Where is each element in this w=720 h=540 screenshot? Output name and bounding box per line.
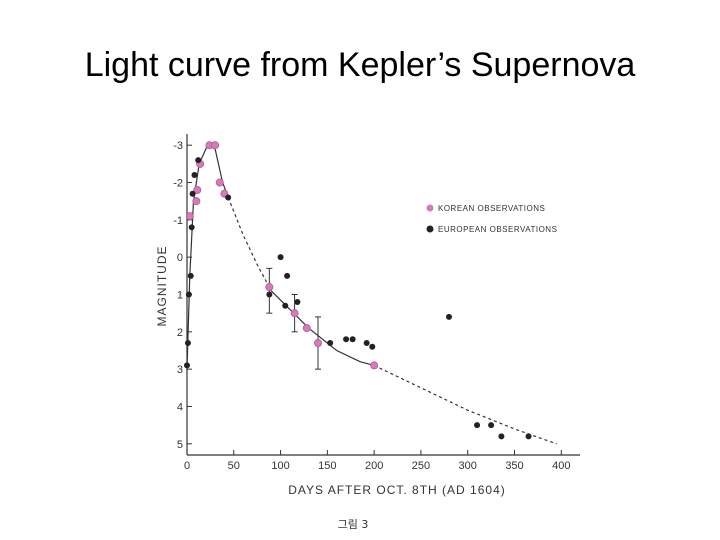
- european-observation-point: [498, 433, 505, 440]
- legend-marker-korean: [426, 204, 434, 212]
- european-observation-point: [277, 254, 284, 261]
- y-tick-label: 5: [177, 439, 183, 451]
- korean-observation-point: [193, 185, 202, 194]
- european-observation-point: [525, 433, 532, 440]
- x-tick-label: 200: [365, 460, 383, 472]
- y-tick-label: -3: [173, 140, 183, 152]
- european-observation-point: [369, 343, 376, 350]
- european-observation-point: [184, 340, 191, 347]
- x-tick-label: 300: [459, 460, 477, 472]
- y-tick-label: 0: [177, 252, 183, 264]
- x-tick-label: 400: [552, 460, 570, 472]
- x-tick-label: 350: [505, 460, 523, 472]
- european-observation-point: [294, 298, 301, 305]
- legend: KOREAN OBSERVATIONS EUROPEAN OBSERVATION…: [426, 204, 557, 234]
- european-observation-point: [189, 190, 196, 197]
- european-observation-point: [282, 302, 289, 309]
- x-tick-label: 250: [412, 460, 430, 472]
- european-observation-point: [327, 340, 334, 347]
- european-observation-point: [188, 224, 195, 231]
- x-tick-label: 100: [271, 460, 289, 472]
- european-observation-point: [488, 422, 495, 429]
- european-observation-point: [185, 291, 192, 298]
- european-observation-point: [225, 194, 232, 201]
- y-tick-label: -1: [173, 215, 183, 227]
- figure-caption: 그림 3: [338, 518, 369, 531]
- korean-observation-point: [313, 339, 322, 348]
- european-observation-point: [349, 336, 356, 343]
- european-observation-point: [195, 157, 202, 164]
- x-tick-label: 150: [318, 460, 336, 472]
- legend-label-european: EUROPEAN OBSERVATIONS: [438, 225, 557, 234]
- light-curve-chart: 0 50 100 150 200 250 300 350 400 -3 -2 -1 0 1 2 3 4 5 KOR…: [155, 134, 580, 531]
- y-tick-label: 1: [177, 290, 183, 302]
- slide-title: Light curve from Kepler’s Supernova: [84, 46, 636, 84]
- korean-observation-point: [265, 283, 274, 292]
- y-axis-label: MAGNITUDE: [155, 246, 169, 327]
- european-observation-point: [184, 362, 190, 369]
- x-axis-label: DAYS AFTER OCT. 8TH (AD 1604): [288, 483, 506, 497]
- y-tick-label: 4: [177, 401, 183, 413]
- y-tick-label: -2: [173, 178, 183, 190]
- european-observation-point: [191, 172, 198, 179]
- korean-observation-point: [211, 141, 220, 150]
- curve-segment-solid-2: [270, 290, 375, 366]
- korean-observation-point: [370, 361, 379, 370]
- european-observation-point: [363, 340, 370, 347]
- curve-segment-dashed-2: [373, 364, 557, 445]
- x-tick-label: 0: [184, 460, 190, 472]
- error-bars: [266, 267, 321, 370]
- legend-marker-european: [426, 225, 434, 233]
- axes: 0 50 100 150 200 250 300 350 400 -3 -2 -1 0 1 2 3 4 5: [173, 134, 580, 472]
- fitted-curve: [186, 144, 557, 445]
- korean-observation-point: [215, 178, 224, 187]
- legend-label-korean: KOREAN OBSERVATIONS: [438, 204, 545, 213]
- european-observation-point: [474, 422, 481, 429]
- european-observation-point: [284, 272, 291, 279]
- curve-segment-dashed-1: [227, 197, 272, 292]
- y-tick-label: 3: [177, 364, 183, 376]
- light-curve-figure: 0 50 100 150 200 250 300 350 400 -3 -2 -1 0 1 2 3 4 5 KOR…: [150, 110, 600, 540]
- european-observation-point: [266, 291, 273, 298]
- korean-observation-point: [290, 309, 299, 318]
- korean-observation-point: [185, 212, 194, 221]
- european-observation-point: [343, 336, 350, 343]
- korean-observation-point: [192, 197, 201, 206]
- curve-segment-solid-1: [186, 144, 229, 370]
- european-observation-point: [446, 313, 452, 320]
- korean-observation-point: [302, 324, 311, 333]
- y-tick-label: 2: [177, 327, 183, 339]
- x-tick-label: 50: [228, 460, 240, 472]
- european-observation-point: [187, 272, 194, 279]
- data-points: [184, 141, 532, 440]
